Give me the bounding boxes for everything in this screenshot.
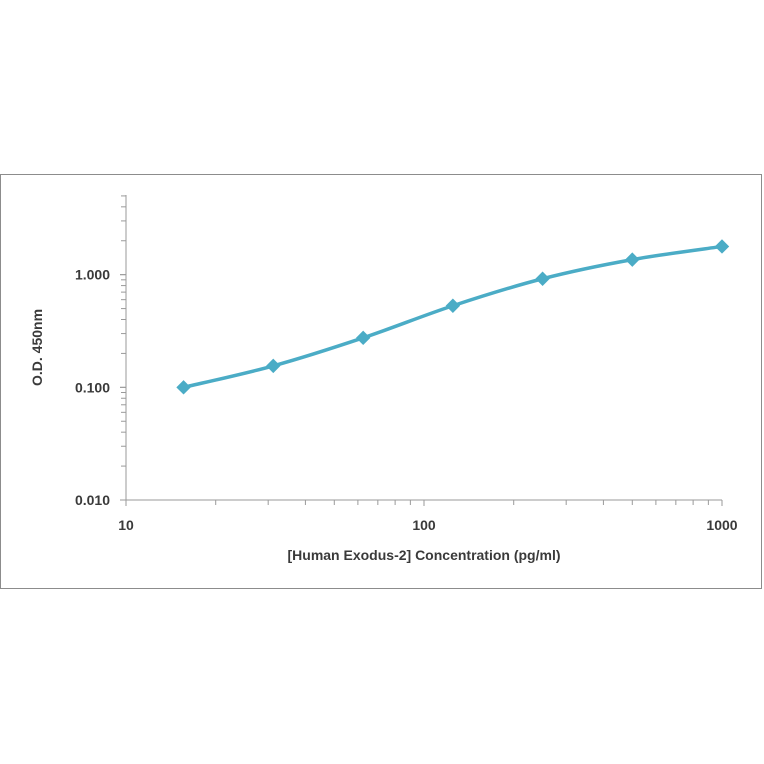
y-tick-label: 1.000	[75, 267, 110, 283]
series-line	[183, 244, 723, 390]
ticks	[120, 195, 723, 506]
y-tick-label: 0.100	[75, 379, 110, 395]
data-point-marker	[445, 298, 461, 313]
tick-labels: 10 100 1000 0.010 0.100 1.000	[75, 267, 738, 533]
data-point-marker	[266, 358, 281, 374]
x-axis-title: [Human Exodus-2] Concentration (pg/ml)	[288, 547, 561, 563]
x-tick-label: 100	[412, 517, 436, 533]
chart-frame	[0, 174, 762, 589]
x-tick-label: 1000	[706, 517, 737, 533]
data-point-marker	[355, 330, 371, 346]
data-point-marker	[714, 239, 730, 254]
axes	[125, 195, 722, 501]
x-tick-label: 10	[118, 517, 134, 533]
y-tick-label: 0.010	[75, 492, 110, 508]
data-point-marker	[535, 271, 550, 286]
data-point-marker	[625, 252, 640, 267]
data-point-marker	[176, 380, 191, 395]
y-axis-title: O.D. 450nm	[29, 309, 45, 386]
markers	[176, 239, 730, 395]
